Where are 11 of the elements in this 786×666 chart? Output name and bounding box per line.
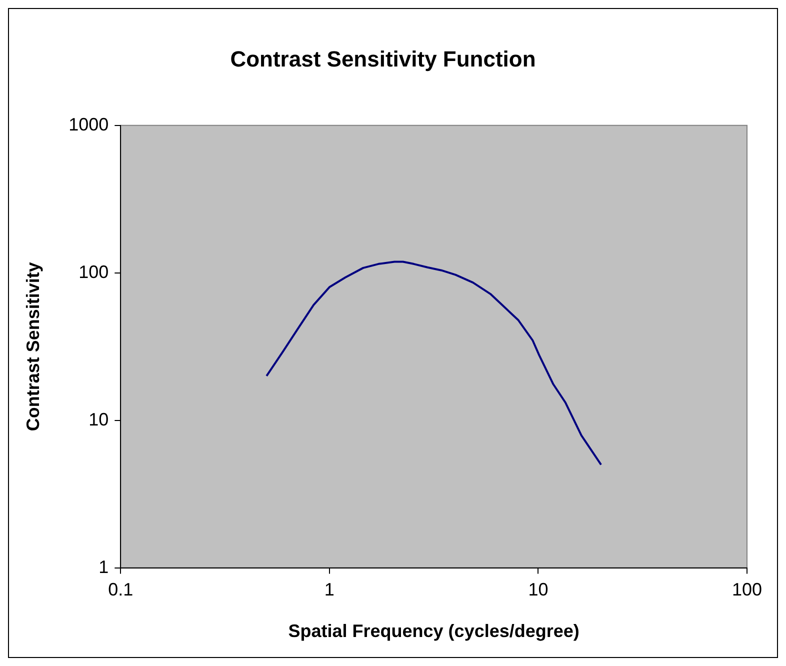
y-tick-label: 100 (78, 262, 109, 282)
x-axis-title: Spatial Frequency (cycles/degree) (288, 621, 580, 642)
y-tick-label: 10 (88, 409, 109, 430)
chart-title: Contrast Sensitivity Function (230, 46, 536, 72)
x-tick-label: 100 (732, 580, 762, 600)
y-tick-label: 1 (98, 556, 109, 577)
y-tick-label: 1000 (68, 114, 109, 134)
y-axis-title: Contrast Sensitivity (22, 262, 43, 432)
x-tick-label: 1 (324, 580, 334, 600)
x-tick-label: 10 (528, 580, 548, 600)
x-tick-label: 0.1 (108, 580, 134, 600)
